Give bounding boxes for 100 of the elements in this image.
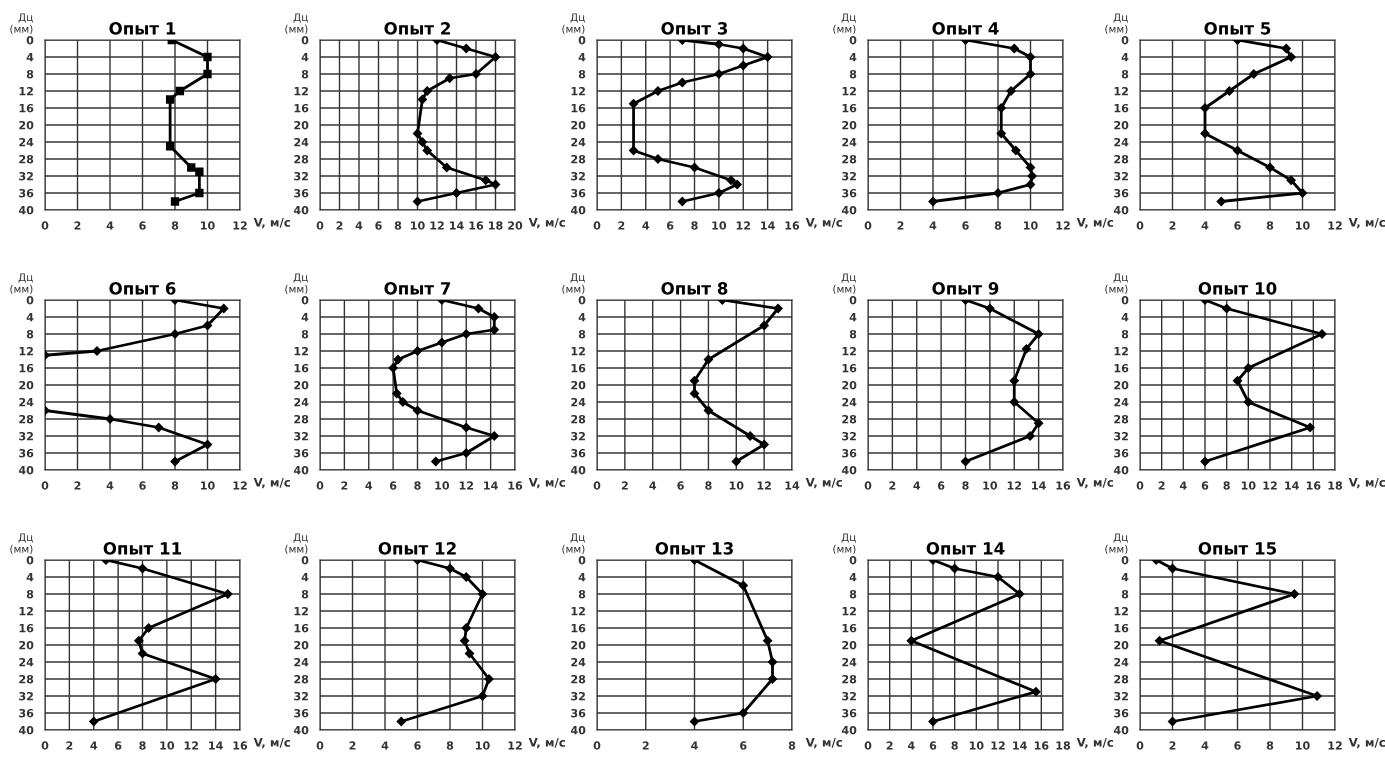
x-tick-label: 10 [969, 741, 984, 750]
y-tick-label: 8 [301, 589, 309, 599]
x-tick-label: 12 [1056, 221, 1070, 230]
x-tick-label: 8 [139, 741, 146, 750]
x-tick-label: 10 [435, 481, 450, 490]
y-tick-label: 20 [1114, 380, 1129, 390]
y-tick-label: 40 [841, 205, 857, 215]
point [1025, 431, 1035, 441]
point [1224, 86, 1234, 96]
x-tick-label: 4 [355, 221, 363, 230]
x-axis-title: V, м/с [1076, 478, 1114, 489]
y-tick-label: 24 [571, 397, 586, 407]
y-tick-label: 24 [842, 657, 857, 667]
x-tick-label: 6 [114, 741, 122, 750]
x-tick-label: 4 [106, 221, 114, 230]
y-tick-label: 12 [19, 346, 33, 356]
x-axis-title: V, м/с [1076, 218, 1114, 229]
y-axis-title: Дц (мм) [833, 533, 856, 555]
y-tick-label: 4 [1121, 573, 1129, 582]
point [1243, 397, 1253, 407]
point [489, 312, 499, 322]
point [489, 325, 499, 335]
x-tick-label: 10 [712, 221, 727, 230]
y-tick-label: 20 [19, 380, 34, 390]
point [1222, 303, 1232, 314]
y-tick-label: 20 [1114, 120, 1129, 130]
point [1025, 69, 1036, 79]
y-axis-title: Дц (мм) [833, 273, 856, 295]
x-tick-label: 6 [962, 221, 969, 230]
y-tick-label: 32 [1114, 171, 1128, 181]
y-tick-label: 32 [571, 691, 585, 701]
y-tick-label: 32 [19, 691, 33, 701]
x-axis-title: V, м/с [1348, 738, 1385, 749]
y-tick-label: 28 [842, 674, 857, 684]
point [437, 337, 447, 348]
x-tick-label: 14 [1032, 481, 1046, 490]
x-axis-title: V, м/с [1076, 738, 1114, 749]
y-tick-label: 24 [19, 137, 34, 147]
x-tick-label: 10 [1296, 741, 1310, 750]
x-tick-label: 8 [1266, 221, 1274, 230]
x-tick-label: 16 [1034, 741, 1049, 750]
point [460, 636, 470, 646]
y-tick-label: 28 [294, 674, 309, 684]
x-tick-label: 0 [41, 481, 49, 490]
chart-title: Опыт 3 [661, 22, 728, 35]
x-tick-label: 8 [691, 221, 698, 230]
y-tick-label: 8 [578, 69, 586, 79]
y-tick-label: 28 [19, 154, 34, 164]
y-tick-label: 8 [578, 589, 586, 599]
x-tick-label: 10 [1241, 481, 1256, 490]
y-tick-label: 4 [578, 573, 586, 582]
x-tick-label: 2 [618, 221, 625, 230]
y-tick-label: 16 [842, 103, 857, 113]
y-tick-label: 8 [301, 69, 309, 79]
y-tick-label: 8 [578, 329, 586, 339]
y-tick-label: 20 [842, 120, 857, 130]
point [477, 691, 488, 701]
x-tick-label: 12 [1007, 481, 1022, 490]
y-tick-label: 32 [1114, 691, 1128, 701]
x-tick-label: 6 [937, 481, 945, 490]
y-tick-label: 12 [571, 346, 585, 356]
point [165, 95, 175, 104]
point [1034, 329, 1044, 339]
x-tick-label: 4 [1179, 481, 1187, 490]
y-tick-label: 8 [301, 329, 309, 339]
x-tick-label: 0 [316, 221, 324, 230]
x-tick-label: 6 [1201, 481, 1209, 490]
point [143, 623, 154, 633]
y-tick-label: 24 [294, 137, 309, 147]
y-tick-label: 8 [1121, 589, 1129, 599]
x-tick-label: 8 [414, 481, 421, 490]
y-axis-title: Дц (мм) [562, 273, 585, 295]
y-tick-label: 4 [301, 313, 309, 322]
x-tick-label: 4 [913, 481, 921, 490]
y-tick-label: 0 [301, 295, 309, 305]
x-tick-label: 6 [666, 221, 674, 230]
y-tick-label: 36 [294, 448, 309, 458]
y-tick-label: 32 [294, 691, 308, 701]
y-tick-label: 20 [294, 640, 309, 650]
y-tick-label: 40 [18, 205, 34, 215]
y-axis-title: Дц (мм) [1105, 273, 1128, 295]
y-tick-label: 40 [570, 725, 586, 735]
point [473, 303, 484, 314]
point [223, 589, 233, 599]
x-axis-title: V, м/с [253, 478, 291, 489]
x-tick-label: 2 [1158, 481, 1165, 490]
y-tick-label: 40 [1113, 465, 1129, 475]
point [714, 188, 724, 198]
y-tick-label: 16 [571, 623, 586, 633]
y-tick-label: 0 [1121, 35, 1129, 45]
x-tick-label: 20 [508, 221, 523, 230]
y-tick-label: 24 [1114, 397, 1129, 407]
point [412, 346, 423, 356]
point [1232, 376, 1243, 386]
point [763, 52, 773, 62]
y-tick-label: 40 [841, 465, 857, 475]
x-tick-label: 12 [430, 221, 444, 230]
y-tick-label: 8 [1121, 329, 1129, 339]
x-tick-label: 2 [74, 221, 81, 230]
point [996, 103, 1006, 113]
